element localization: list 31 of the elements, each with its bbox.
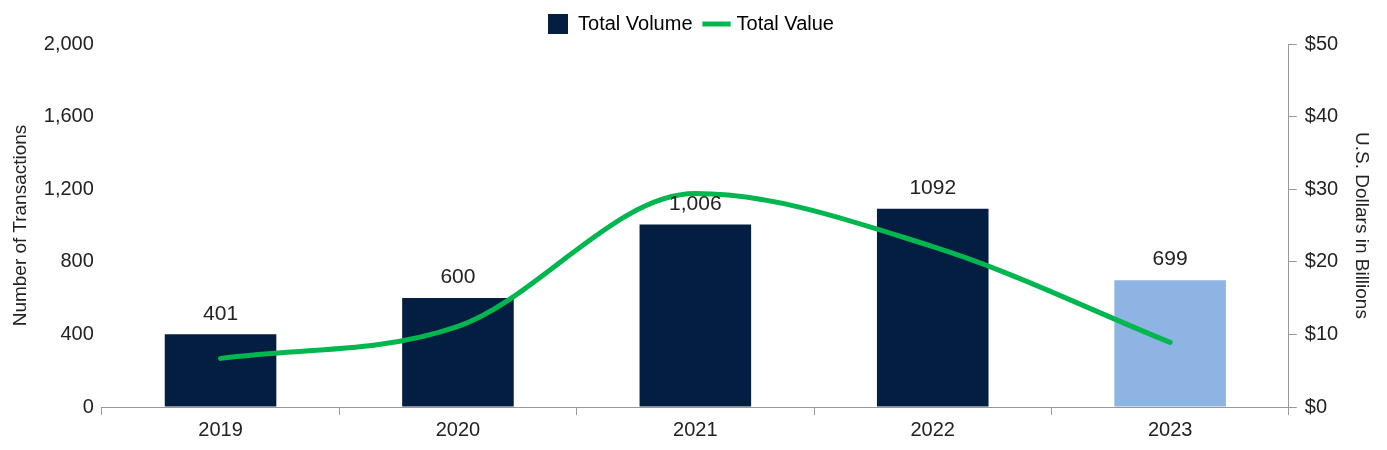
x-tick-label: 2020 — [435, 417, 481, 440]
data-label: 1092 — [909, 175, 957, 199]
x-tick-label: 2019 — [198, 417, 243, 440]
y2-tick-label: $20 — [1304, 249, 1339, 272]
y2-tick-label: $10 — [1304, 321, 1339, 344]
bar — [1114, 280, 1226, 407]
data-label: 1,006 — [669, 190, 722, 214]
bar — [876, 208, 989, 407]
data-label: 401 — [203, 300, 239, 324]
y-axis-title: Number of Transactions — [8, 124, 30, 327]
y2-tick-label: $30 — [1304, 176, 1339, 199]
legend-label: Total Volume — [578, 11, 693, 34]
bar — [639, 224, 752, 407]
y-tick-label: 2,000 — [43, 31, 94, 54]
y-tick-label: 0 — [82, 394, 94, 417]
y2-tick-label: $40 — [1304, 104, 1339, 127]
data-label: 600 — [440, 264, 476, 288]
y2-tick-label: $0 — [1304, 394, 1328, 417]
bar — [164, 334, 277, 407]
y-tick-label: 800 — [60, 249, 94, 272]
y2-axis-title: U.S. Dollars in Billions — [1352, 132, 1374, 319]
y-tick-label: 1,200 — [43, 176, 94, 199]
y2-tick-label: $50 — [1304, 31, 1339, 54]
legend-label: Total Value — [736, 11, 834, 34]
x-tick-label: 2021 — [673, 417, 718, 440]
y-tick-label: 1,600 — [43, 104, 94, 127]
data-label: 699 — [1152, 246, 1188, 270]
bar — [402, 298, 514, 407]
x-tick-label: 2022 — [910, 417, 955, 440]
y-tick-label: 400 — [60, 321, 94, 344]
x-tick-label: 2023 — [1147, 417, 1193, 440]
